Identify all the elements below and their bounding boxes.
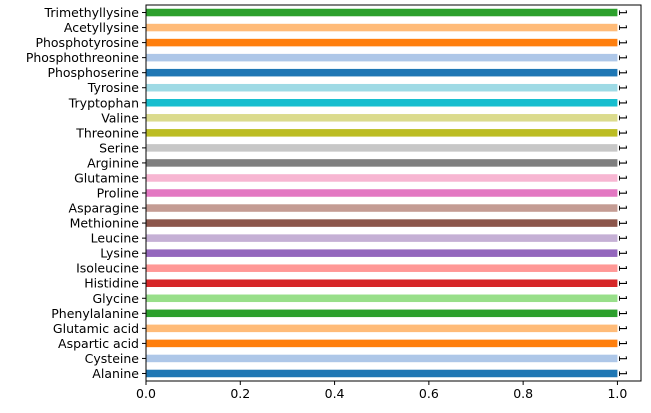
x-tick-label: 0.6 (419, 386, 439, 401)
data-labels-group: 1 1 1 1 1 1 1 1 1 1 1 1 1 1 1 1 1 1 1 1 1 1 1 1 1 (616, 9, 629, 377)
bar-valine (146, 114, 618, 122)
bar-phosphoserine (146, 68, 618, 77)
data-label: 1 (616, 310, 629, 317)
y-tick-label: Trimethyllysine (44, 5, 140, 20)
y-tick-label: Leucine (91, 231, 140, 246)
data-label: 1 (616, 99, 629, 106)
y-tick-label: Cysteine (85, 351, 140, 366)
y-tick-label: Methionine (70, 216, 140, 231)
bar-tyrosine (146, 83, 618, 92)
data-label: 1 (616, 295, 629, 302)
bar-glutamic-acid (146, 324, 618, 333)
y-tick-label: Lysine (100, 246, 139, 261)
data-label: 1 (616, 129, 629, 136)
y-tick-label: Serine (99, 140, 139, 155)
y-tick-label: Aspartic acid (58, 336, 139, 351)
bar-asparagine (146, 204, 618, 212)
data-label: 1 (616, 205, 629, 212)
y-tick-label: Proline (97, 186, 140, 201)
bar-leucine (146, 234, 618, 242)
x-tick-label: 1.0 (607, 386, 627, 401)
y-tick-label: Threonine (75, 125, 139, 140)
bar-proline (146, 189, 618, 197)
y-tick-label: Isoleucine (76, 261, 139, 276)
bar-glycine (146, 294, 618, 303)
y-tick-label: Tyrosine (87, 80, 140, 95)
y-tick-label: Glycine (92, 291, 139, 306)
bar-arginine (146, 159, 618, 167)
bar-acetyllysine (146, 23, 618, 32)
data-label: 1 (616, 84, 629, 91)
data-label: 1 (616, 190, 629, 197)
y-tick-label: Alanine (92, 366, 139, 381)
data-label: 1 (616, 9, 629, 16)
bar-phenylalanine (146, 309, 618, 318)
bar-phosphothreonine (146, 53, 618, 62)
data-label: 1 (616, 370, 629, 377)
bar-alanine (146, 369, 618, 378)
bars-group (146, 8, 618, 378)
y-tick-label: Arginine (87, 155, 139, 170)
bar-histidine (146, 279, 618, 287)
data-label: 1 (616, 144, 629, 151)
y-tick-label: Phosphoserine (47, 65, 139, 80)
data-label: 1 (616, 220, 629, 227)
bar-tryptophan (146, 99, 618, 107)
data-label: 1 (616, 24, 629, 31)
x-axis-ticks: 0.0 0.2 0.4 0.6 0.8 1.0 (136, 381, 627, 401)
x-tick-label: 0.4 (325, 386, 345, 401)
bar-aspartic-acid (146, 339, 618, 348)
y-tick-label: Phenylalanine (51, 306, 139, 321)
y-tick-label: Histidine (84, 276, 139, 291)
data-label: 1 (616, 235, 629, 242)
data-label: 1 (616, 159, 629, 166)
data-label: 1 (616, 69, 629, 76)
data-label: 1 (616, 325, 629, 332)
bar-methionine (146, 219, 618, 227)
plot-frame (145, 4, 642, 382)
y-tick-label: Asparagine (69, 201, 140, 216)
data-label: 1 (616, 280, 629, 287)
y-tick-label: Glutamine (74, 170, 139, 185)
y-tick-label: Tryptophan (68, 95, 139, 110)
y-tick-label: Acetyllysine (64, 20, 139, 35)
data-label: 1 (616, 250, 629, 257)
data-label: 1 (616, 54, 629, 61)
data-label: 1 (616, 39, 629, 46)
bar-cysteine (146, 354, 618, 363)
y-tick-label: Valine (101, 110, 139, 125)
bar-isoleucine (146, 264, 618, 272)
bar-trimethyllysine (146, 8, 618, 17)
y-tick-label: Phosphothreonine (26, 50, 139, 65)
y-tick-label: Phosphotyrosine (35, 35, 139, 50)
bar-serine (146, 144, 618, 152)
bar-threonine (146, 129, 618, 137)
data-label: 1 (616, 355, 629, 362)
bar-phosphotyrosine (146, 38, 618, 47)
bar-lysine (146, 249, 618, 257)
data-label: 1 (616, 265, 629, 272)
data-label: 1 (616, 340, 629, 347)
x-tick-label: 0.0 (136, 386, 156, 401)
bar-glutamine (146, 174, 618, 182)
data-label: 1 (616, 174, 629, 181)
y-tick-label: Glutamic acid (53, 321, 139, 336)
data-label: 1 (616, 114, 629, 121)
x-tick-label: 0.8 (513, 386, 533, 401)
x-tick-label: 0.2 (230, 386, 250, 401)
